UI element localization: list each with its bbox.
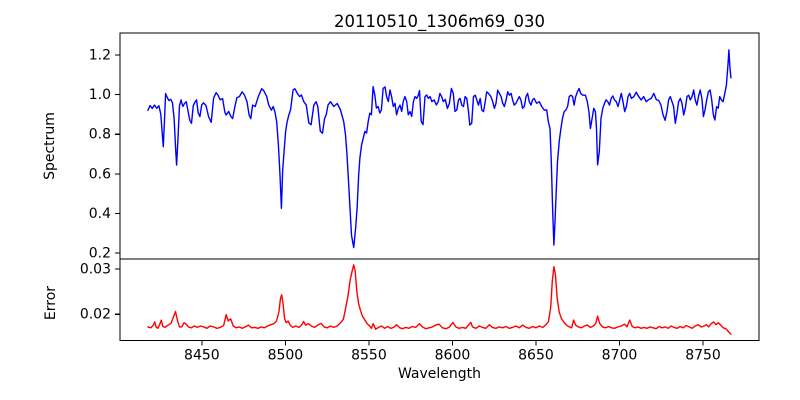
error-line — [147, 264, 732, 335]
x-tick-label: 8750 — [685, 348, 721, 364]
x-tick-label: 8450 — [184, 348, 220, 364]
x-tick-label: 8700 — [602, 348, 638, 364]
y-tick-label: 0.2 — [89, 246, 111, 262]
y-tick-label: 1.0 — [89, 87, 111, 103]
chart-title: 20110510_1306m69_030 — [333, 12, 546, 31]
panel-bottom-spines — [119, 258, 760, 342]
x-tick-label: 8550 — [351, 348, 387, 364]
panel-top-spines — [119, 32, 760, 260]
wavelength-axis-label: Wavelength — [397, 366, 482, 382]
x-tick-label: 8500 — [268, 348, 304, 364]
x-tick-label: 8650 — [518, 348, 554, 364]
y-tick-label: 0.8 — [89, 127, 111, 143]
y-tick-label: 0.02 — [80, 307, 111, 323]
y-tick-label: 1.2 — [89, 47, 111, 63]
y-tick-label: 0.4 — [89, 206, 111, 222]
spectrum-line — [147, 49, 732, 249]
x-tick-label: 8600 — [435, 348, 471, 364]
y-tick-label: 0.6 — [89, 166, 111, 182]
y-tick-label: 0.03 — [80, 261, 111, 277]
